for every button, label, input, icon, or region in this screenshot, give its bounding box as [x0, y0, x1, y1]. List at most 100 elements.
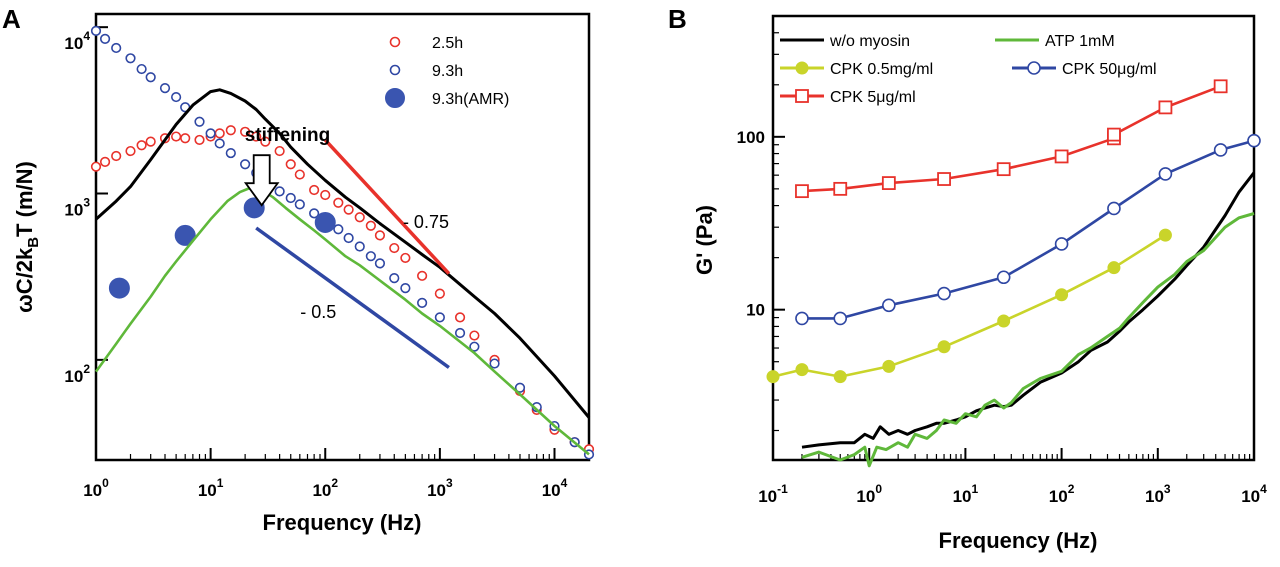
panel-a-series-1-point	[454, 312, 466, 323]
panel-a-series-2-point	[90, 25, 102, 36]
panel-a-x-tick-label-exp: 4	[561, 476, 568, 490]
panel-a-series-1-point	[90, 161, 102, 172]
panel-a-series-2-point	[111, 42, 122, 54]
panel-a-y-tick-label-exp: 3	[83, 196, 90, 210]
panel-a-annotation-stiffening: stiffening	[245, 125, 331, 146]
panel-a-series-2-point	[365, 251, 376, 262]
panel-a-series-1-point	[125, 145, 136, 157]
panel-b-x-tick-label-base: 10	[1145, 487, 1164, 506]
panel-a-series-2-point	[225, 147, 236, 159]
panel-a-series-1-point	[260, 136, 271, 147]
panel-b-legend-label: CPK 50μg/ml	[1062, 61, 1157, 78]
panel-b-y-axis-label: G' (Pa)	[692, 205, 717, 275]
panel-a-x-tick-label-exp: 2	[331, 476, 338, 490]
panel-a-series-2-point	[205, 128, 216, 139]
panel-a-slope-line	[323, 138, 451, 275]
panel-b-plot-frame	[771, 14, 1256, 462]
panel-a-y-tick-label: 102	[64, 362, 90, 386]
panel-b-legend-label: CPK 5μg/ml	[830, 89, 916, 106]
panel-a-x-tick-label-exp: 1	[217, 476, 224, 490]
panel-b-x-axis-label: Frequency (Hz)	[939, 528, 1098, 553]
panel-a-series-2-point	[374, 258, 386, 269]
panel-a-legend-marker	[385, 88, 405, 108]
panel-a-x-tick-label-exp: 0	[102, 476, 109, 490]
panel-a-legend-label: 9.3h	[432, 63, 463, 80]
panel-a-series-1-point	[333, 197, 344, 208]
panel-b-x-tick-label-base: 10	[856, 487, 875, 506]
panel-b-legend-label: w/o myosin	[829, 33, 910, 50]
panel-b-x-tick-label: 10-1	[758, 482, 788, 506]
panel-a-x-tick-label: 104	[542, 476, 568, 500]
panel-a-series-1-point	[145, 136, 156, 147]
panel-b-series-5-point	[1158, 100, 1173, 115]
panel-a-fit-line-4	[94, 88, 591, 419]
panel-b-series-line-5	[801, 85, 1222, 193]
panel-b-x-tick-label-exp: 3	[1164, 482, 1171, 496]
panel-a-series-2-point	[285, 192, 296, 204]
panel-b-series-4-point	[996, 270, 1011, 285]
panel-b-series-4-point	[1107, 201, 1121, 216]
panel-a-series-1-point	[294, 169, 305, 180]
panel-a-series-2-point	[514, 382, 526, 393]
panel-a-x-tick-label: 100	[83, 476, 109, 500]
panel-a-series-2-point	[214, 138, 225, 149]
panel-a-series-3-point	[314, 211, 336, 233]
panel-a-series-1-point	[365, 220, 376, 231]
panel-b-series-3-point	[833, 370, 847, 384]
panel-b-series-5-point	[881, 176, 896, 190]
panel-b-legend-label: CPK 0.5mg/ml	[830, 61, 933, 78]
panel-a-stiffening-arrow	[243, 154, 280, 207]
panel-b-series-4-point	[1158, 167, 1173, 181]
panel-a-x-tick-label-base: 10	[198, 481, 217, 500]
panel-label-b: B	[668, 4, 687, 34]
panel-a-series-1-point	[225, 125, 236, 136]
panel-a-y-tick-label-base: 10	[64, 367, 83, 386]
panel-b-x-tick-label-exp: 0	[875, 482, 882, 496]
panel-b-legend: w/o myosin ATP 1mM CPK 0.5mg/ml CPK 50μg/ml…	[780, 33, 1157, 106]
panel-a-data: - 0.75 - 0.5 stiffening	[90, 25, 595, 460]
panel-a-y-tick-label: 104	[64, 29, 90, 53]
panel-a-x-tick-label: 102	[312, 476, 338, 500]
panel-b-x-tick-label-base: 10	[953, 487, 972, 506]
panel-a-series-1-point	[285, 159, 296, 170]
panel-b-series-line-3	[772, 234, 1167, 378]
panel-b-series-line-4	[802, 139, 1255, 320]
panel-b-series-3-point	[795, 363, 809, 377]
panel-a-series-2-point	[240, 159, 251, 170]
panel-a-series-1-point	[309, 184, 320, 196]
panel-b-series-4-point	[1213, 143, 1228, 157]
panel-a-series-2-point	[171, 91, 182, 103]
panel-b-series-5-point	[1107, 127, 1121, 142]
panel-a-series-2-point	[125, 53, 136, 64]
panel-a-series-2-point	[274, 186, 285, 197]
panel-a-series-1-point	[354, 212, 365, 223]
panel-a-series-2-point	[333, 224, 344, 235]
panel-a-series-1-point	[400, 252, 411, 264]
panel-b-series-4-point	[1247, 133, 1261, 148]
panel-a-series-1-point	[469, 330, 480, 341]
panel-b-series-4-point	[1054, 237, 1069, 251]
panel-b-x-tick-label: 102	[1049, 482, 1075, 506]
panel-b-y-tick-label: 10	[746, 301, 765, 320]
panel-a-series-2-point	[354, 241, 365, 252]
panel-a-series-2-point	[389, 273, 400, 284]
panel-a-slope-label: - 0.5	[300, 302, 336, 322]
panel-a-series-1-point	[171, 131, 182, 142]
panel-a-x-tick-label: 101	[198, 476, 224, 500]
panel-a-series-2-point	[434, 312, 445, 323]
panel-a-x-tick-label-exp: 3	[446, 476, 453, 490]
panel-b-series-3-point	[1107, 261, 1121, 275]
panel-b-series-4-point	[795, 311, 809, 326]
panel-b-legend-marker	[1027, 61, 1041, 75]
panel-b-x-tick-label: 100	[856, 482, 882, 506]
panel-a-series-2-point	[454, 327, 466, 339]
panel-b-series-5-point	[833, 181, 848, 196]
panel-a-series-2-point	[99, 33, 111, 45]
panel-b-series-5-point	[795, 184, 809, 199]
panel-b-series-5-point	[996, 162, 1011, 177]
panel-b-series-5-point	[1054, 149, 1069, 164]
panel-a-y-tick-label: 103	[64, 196, 90, 220]
